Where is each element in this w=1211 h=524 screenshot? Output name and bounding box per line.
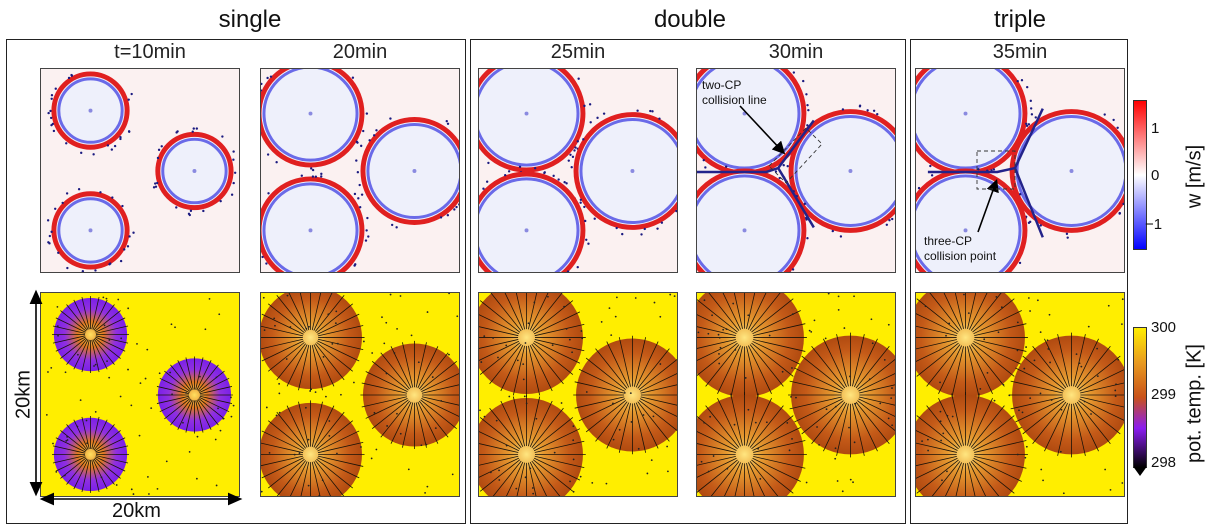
colorbar-theta-label: pot. temp. [K] (1183, 344, 1206, 463)
annotation-two-cp: two-CP collision line (702, 78, 767, 107)
cold-pool-disk (916, 293, 1025, 397)
w-panel-5 (915, 68, 1125, 273)
theta-panel-2 (260, 292, 460, 497)
section-title-single: single (218, 6, 282, 33)
w-front-ring (479, 171, 586, 272)
w-front-ring (261, 69, 365, 168)
time-label-20: 20min (332, 41, 388, 63)
time-label-35: 35min (992, 41, 1048, 63)
time-label-10: t=10min (114, 41, 186, 63)
cold-pool-disk (479, 293, 583, 394)
colorbar-w (1133, 100, 1147, 250)
cold-pool-disk (576, 338, 677, 452)
theta-panel-3 (478, 292, 678, 497)
w-front-ring (479, 69, 586, 173)
annotation-three-cp: three-CP collision point (924, 234, 997, 263)
w-front-ring (261, 176, 365, 272)
colorbar-w-tick-zero: 0 (1151, 167, 1160, 184)
w-front-ring (360, 117, 459, 225)
colorbar-theta-tick-299: 299 (1151, 386, 1177, 403)
colorbar-w-tick-neg: −1 (1145, 216, 1163, 233)
w-panel-2 (260, 68, 460, 273)
section-title-double: double (653, 6, 727, 33)
colorbar-w-tick-pos: 1 (1151, 120, 1160, 137)
cold-pool-disk (53, 417, 128, 492)
cold-pool-disk (157, 358, 232, 432)
scale-label-vertical: 20km (12, 370, 35, 419)
time-label-30: 30min (768, 41, 824, 63)
cold-pool-disk (53, 297, 128, 372)
time-label-25: 25min (550, 41, 606, 63)
theta-panel-4 (696, 292, 896, 497)
colorbar-theta-tick-300: 300 (1151, 319, 1177, 336)
theta-panel-1 (40, 292, 240, 497)
w-front-ring (573, 112, 677, 230)
cold-pool-disk (261, 402, 362, 496)
cold-pool-disk (791, 335, 895, 455)
colorbar-theta (1133, 327, 1147, 476)
cold-pool-disk (1012, 335, 1124, 455)
w-panel-3 (478, 68, 678, 273)
cold-pool-disk (916, 395, 1025, 496)
theta-panel-5 (915, 292, 1125, 497)
section-title-triple: triple (993, 6, 1047, 33)
colorbar-theta-tick-298: 298 (1151, 454, 1177, 471)
colorbar-w-label: w [m/s] (1183, 144, 1206, 209)
scale-label-horizontal: 20km (112, 500, 161, 522)
w-panel-1 (40, 68, 240, 273)
